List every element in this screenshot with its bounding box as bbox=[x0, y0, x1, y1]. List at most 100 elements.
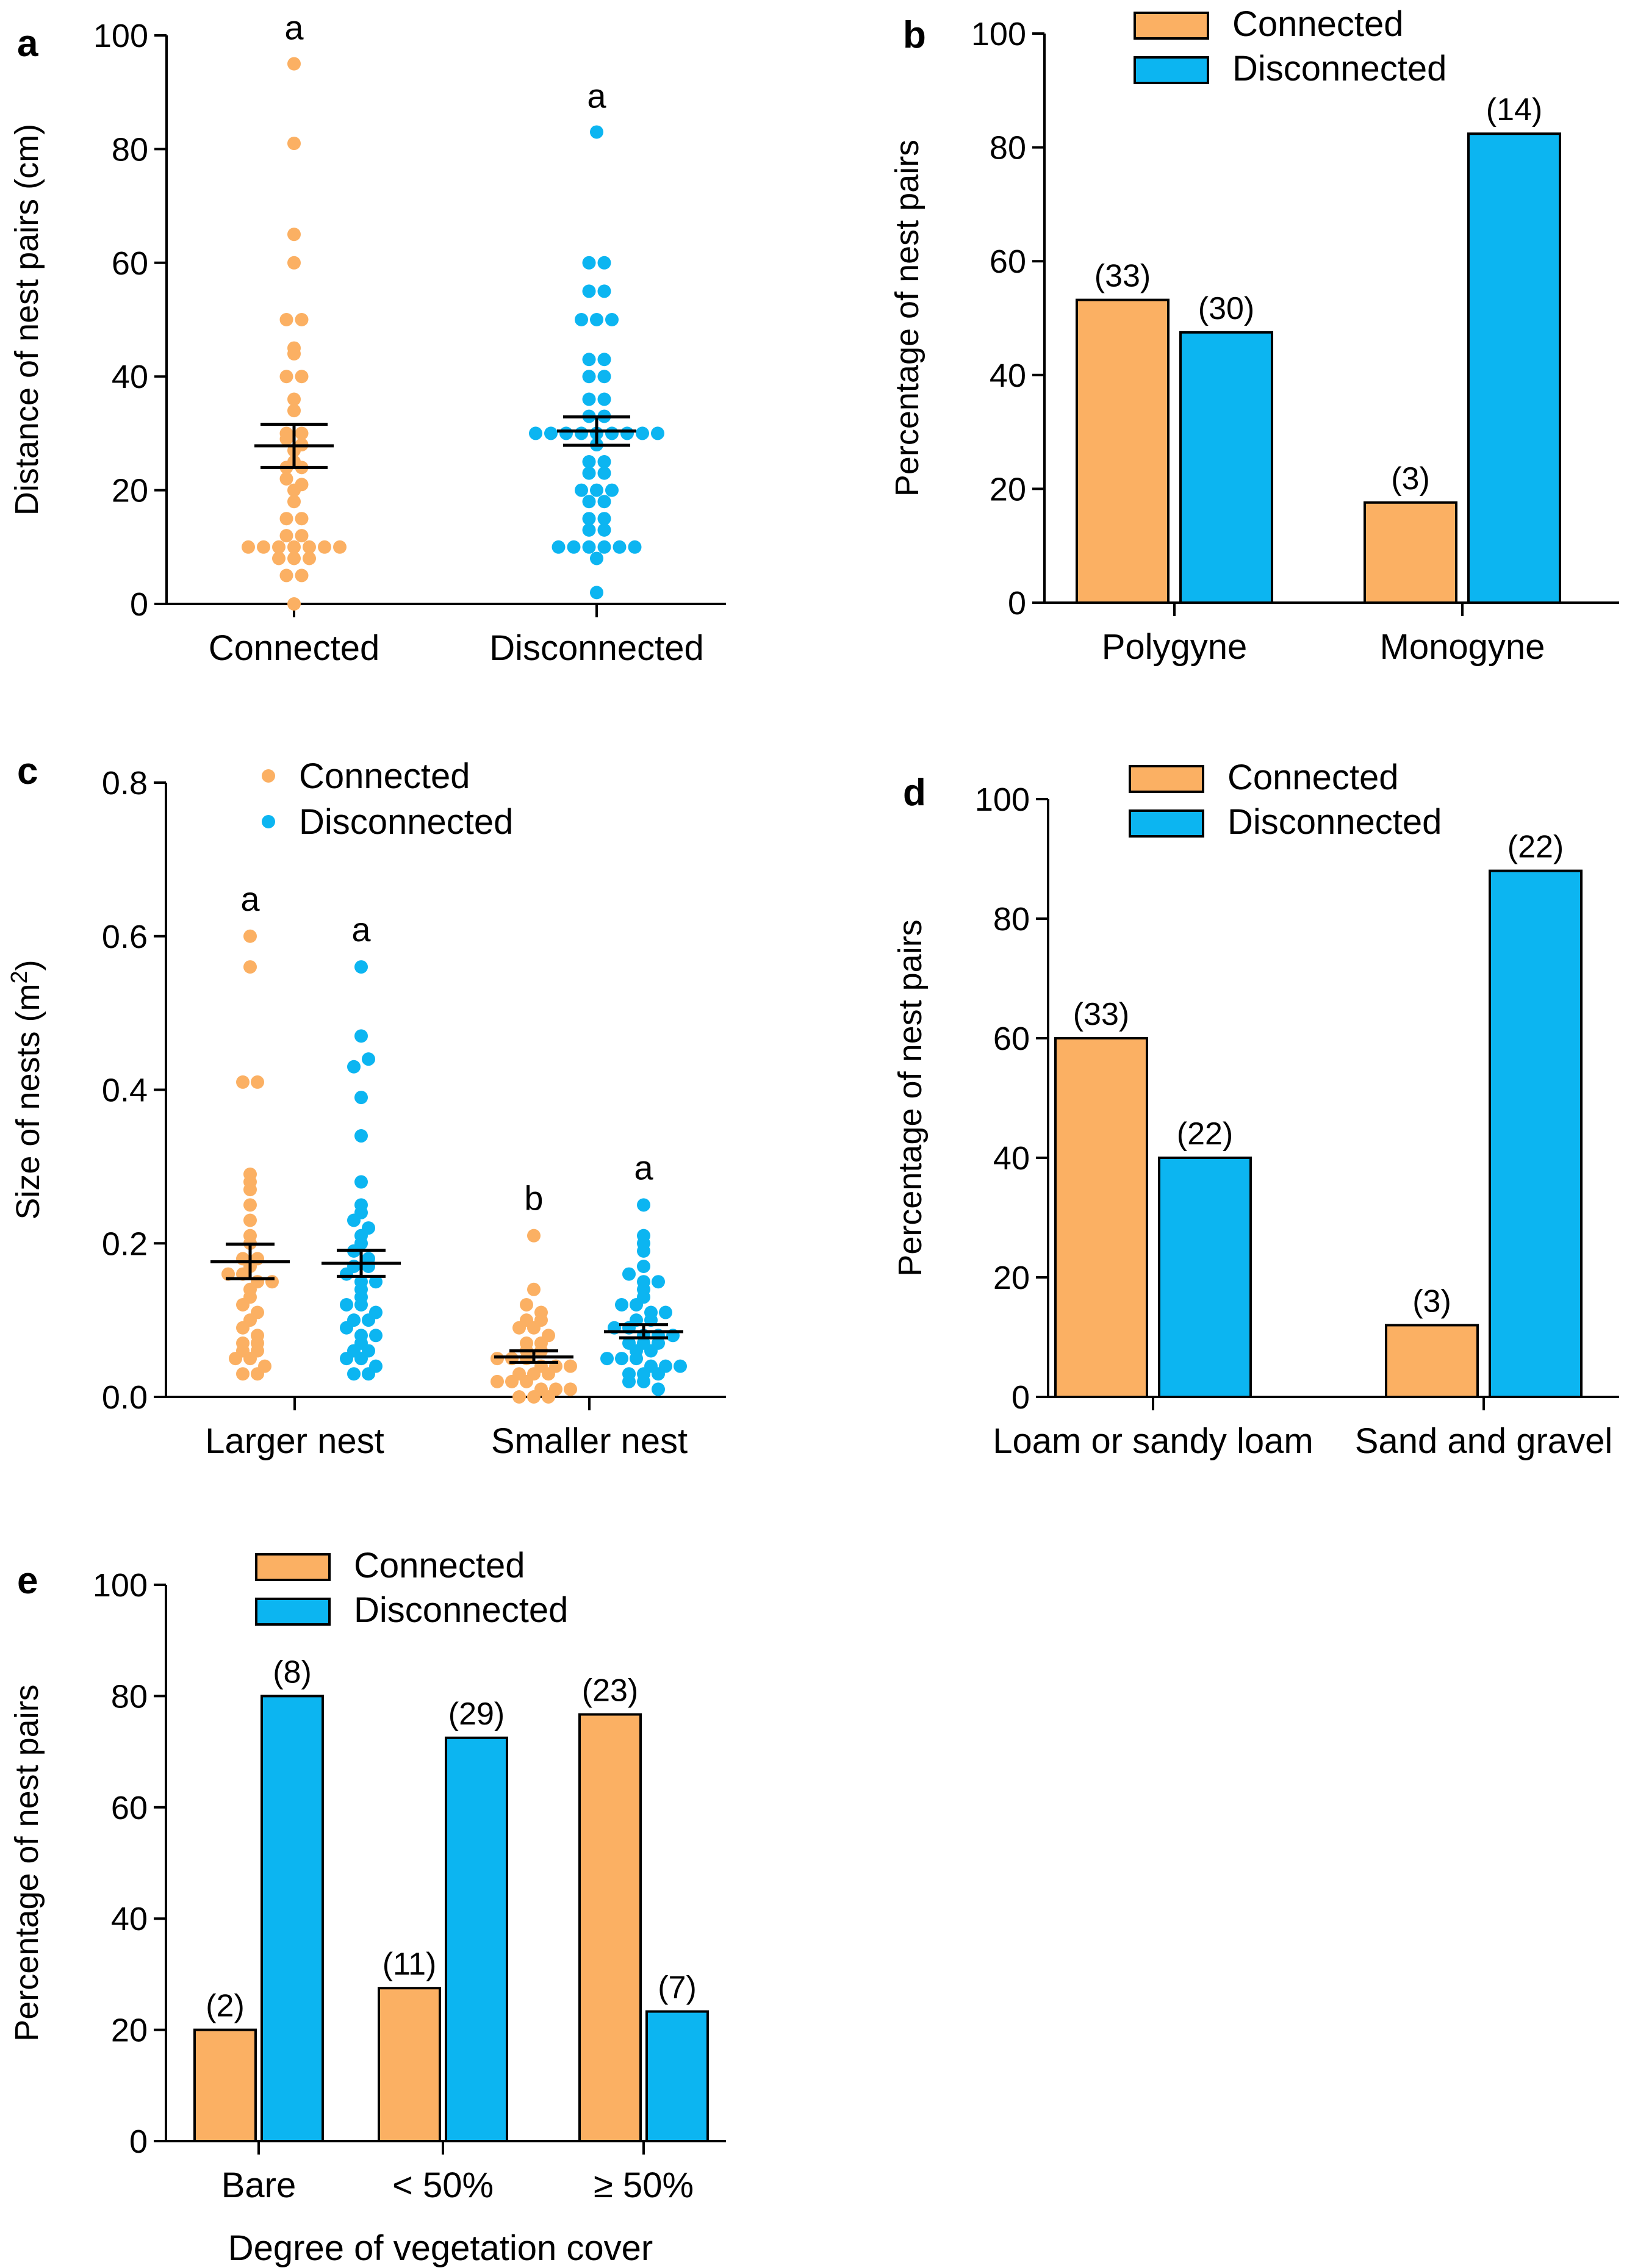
data-point bbox=[362, 1313, 375, 1327]
legend-label: Connected bbox=[1232, 4, 1404, 44]
data-point bbox=[295, 512, 309, 526]
y-axis-label: Distance of nest pairs (cm) bbox=[9, 124, 45, 515]
data-point bbox=[582, 523, 596, 537]
bar bbox=[1385, 1324, 1479, 1398]
data-point bbox=[251, 1075, 264, 1089]
data-point bbox=[295, 529, 309, 543]
y-tick-label: 100 bbox=[93, 18, 148, 54]
data-point bbox=[605, 313, 619, 326]
data-point bbox=[369, 1329, 383, 1343]
legend-swatch bbox=[255, 1598, 331, 1626]
data-point bbox=[582, 256, 596, 270]
data-point bbox=[318, 540, 331, 554]
data-point bbox=[287, 137, 301, 151]
data-point bbox=[637, 1374, 650, 1388]
x-category-label: Bare bbox=[221, 2166, 296, 2205]
x-category-label: ≥ 50% bbox=[594, 2166, 694, 2205]
x-category-label: Disconnected bbox=[489, 628, 703, 668]
data-point bbox=[303, 540, 316, 554]
panel-letter: a bbox=[17, 23, 38, 65]
data-point bbox=[242, 540, 255, 554]
data-point bbox=[564, 1382, 577, 1396]
data-point bbox=[590, 125, 603, 139]
data-point bbox=[575, 313, 588, 326]
data-point bbox=[542, 1390, 555, 1404]
legend-label: Connected bbox=[1227, 758, 1399, 797]
data-point bbox=[622, 1374, 636, 1388]
legend-marker bbox=[262, 815, 275, 828]
data-point bbox=[295, 426, 309, 440]
y-tick-label: 0 bbox=[1008, 585, 1026, 622]
data-point bbox=[567, 540, 581, 554]
data-point bbox=[347, 1060, 361, 1074]
data-point bbox=[279, 512, 293, 526]
data-point bbox=[236, 1321, 250, 1335]
x-axis-label: Degree of vegetation cover bbox=[228, 2228, 653, 2268]
data-point bbox=[597, 495, 611, 509]
data-point bbox=[637, 1260, 650, 1274]
data-point bbox=[527, 1229, 541, 1243]
data-point bbox=[622, 1267, 636, 1281]
data-point bbox=[527, 1390, 541, 1404]
legend-swatch bbox=[1134, 56, 1209, 84]
data-point bbox=[243, 1183, 257, 1197]
data-point bbox=[590, 551, 603, 565]
bar-count-label: (11) bbox=[383, 1947, 437, 1982]
data-point bbox=[236, 1367, 250, 1381]
y-tick-label: 100 bbox=[975, 781, 1030, 818]
y-axis-label-part: ) bbox=[10, 960, 46, 971]
data-point bbox=[597, 455, 611, 468]
x-category-label: Polygyne bbox=[1102, 627, 1248, 667]
bar bbox=[193, 2028, 257, 2143]
bar bbox=[261, 1695, 324, 2142]
data-point bbox=[636, 426, 649, 440]
bar-count-label: (14) bbox=[1486, 92, 1542, 127]
data-point bbox=[287, 597, 301, 611]
data-point bbox=[520, 1297, 533, 1312]
significance-letter: a bbox=[351, 910, 371, 949]
data-point bbox=[362, 1052, 375, 1066]
bar bbox=[645, 2010, 709, 2142]
data-point bbox=[597, 256, 611, 270]
y-axis-label: Percentage of nest pairs bbox=[9, 1684, 45, 2041]
data-point bbox=[362, 1367, 375, 1381]
data-point bbox=[279, 569, 293, 583]
data-point bbox=[354, 1029, 368, 1043]
panel-e: e 0 20 40 60 80 100 Percentage of nest pairs Bar… bbox=[9, 1546, 726, 2268]
panel-letter: b bbox=[903, 14, 926, 56]
y-tick-label: 40 bbox=[112, 359, 148, 395]
data-point bbox=[287, 495, 301, 509]
legend-label: Disconnected bbox=[1227, 802, 1442, 842]
data-point bbox=[628, 540, 642, 554]
bar bbox=[445, 1736, 508, 2143]
data-point bbox=[490, 1374, 504, 1388]
y-tick-label: 100 bbox=[971, 16, 1026, 52]
data-point bbox=[354, 1129, 368, 1143]
data-point bbox=[582, 353, 596, 367]
data-point bbox=[559, 426, 573, 440]
y-tick-label: 20 bbox=[990, 471, 1026, 508]
data-point bbox=[582, 540, 596, 554]
data-point bbox=[637, 1244, 650, 1258]
data-point bbox=[575, 483, 588, 497]
y-tick-label: 80 bbox=[111, 1678, 148, 1715]
data-point bbox=[243, 960, 257, 974]
data-point bbox=[272, 551, 286, 565]
bar bbox=[1076, 298, 1170, 604]
bar bbox=[578, 1713, 642, 2143]
data-point bbox=[265, 1275, 279, 1289]
significance-letter: a bbox=[587, 76, 606, 115]
y-tick-label: 40 bbox=[993, 1140, 1030, 1177]
y-tick-label: 0 bbox=[130, 586, 148, 623]
legend-label: Disconnected bbox=[354, 1590, 568, 1630]
y-tick-label: 0.8 bbox=[102, 765, 148, 802]
data-point bbox=[529, 426, 542, 440]
data-point bbox=[597, 523, 611, 537]
y-tick-label: 0.2 bbox=[102, 1226, 148, 1262]
data-point bbox=[243, 1352, 257, 1366]
data-point bbox=[615, 1297, 628, 1312]
data-point bbox=[527, 1282, 541, 1296]
data-point bbox=[347, 1213, 361, 1227]
data-point bbox=[564, 1359, 577, 1373]
data-point bbox=[582, 284, 596, 298]
